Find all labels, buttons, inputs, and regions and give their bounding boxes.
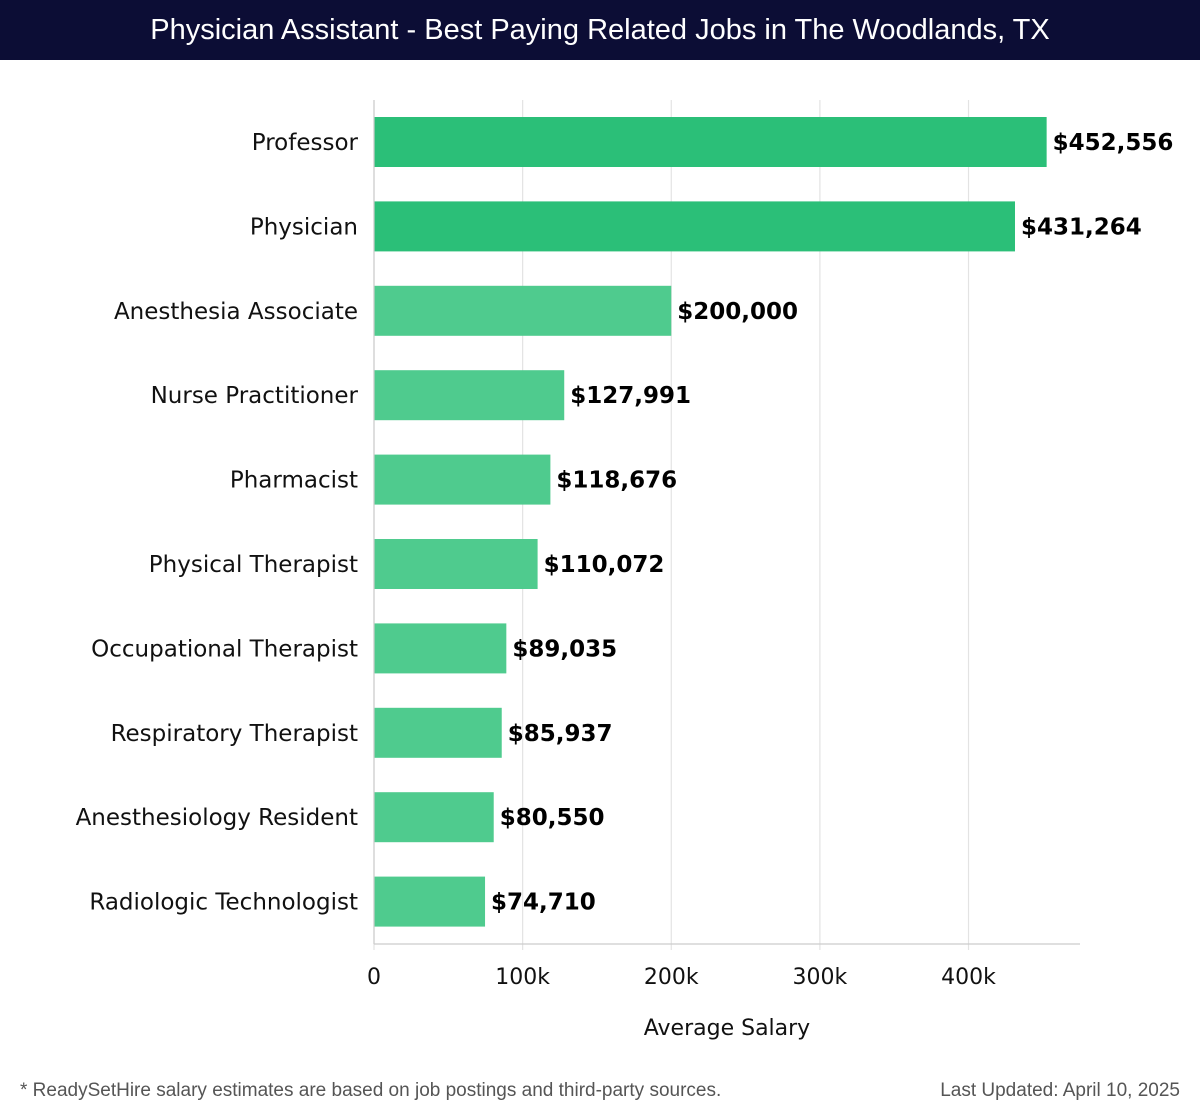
x-tick-label: 0 bbox=[367, 965, 381, 990]
category-label: Anesthesia Associate bbox=[114, 299, 358, 325]
chart-title-bar: Physician Assistant - Best Paying Relate… bbox=[0, 0, 1200, 60]
bar bbox=[374, 454, 551, 505]
value-label: $89,035 bbox=[512, 636, 617, 662]
chart-title: Physician Assistant - Best Paying Relate… bbox=[150, 13, 1050, 46]
value-label: $74,710 bbox=[491, 890, 596, 916]
value-label: $452,556 bbox=[1053, 130, 1174, 156]
bar bbox=[374, 285, 672, 336]
category-label: Pharmacist bbox=[230, 468, 358, 494]
category-label: Professor bbox=[252, 130, 359, 156]
value-label: $110,072 bbox=[544, 552, 665, 578]
bar bbox=[374, 117, 1047, 167]
labels: Professor $452,556 Physician $431,264 Anesth… bbox=[76, 130, 1174, 916]
x-tick-label: 400k bbox=[941, 965, 996, 990]
category-label: Physician bbox=[250, 214, 358, 240]
category-label: Occupational Therapist bbox=[91, 636, 358, 662]
bar bbox=[374, 539, 538, 589]
value-label: $80,550 bbox=[500, 805, 605, 831]
footer-note: * ReadySetHire salary estimates are base… bbox=[20, 1080, 722, 1101]
salary-bar-chart: 0 100k 200k 300k 400k Professor $452,556 Physi… bbox=[76, 100, 1174, 1041]
x-axis-title: Average Salary bbox=[644, 1016, 810, 1041]
x-tick-label: 200k bbox=[644, 965, 699, 990]
x-tick-label: 100k bbox=[495, 965, 550, 990]
category-label: Radiologic Technologist bbox=[89, 890, 358, 916]
x-tick-label: 300k bbox=[793, 965, 848, 990]
last-updated: Last Updated: April 10, 2025 bbox=[940, 1080, 1180, 1101]
bar bbox=[374, 370, 565, 421]
category-label: Respiratory Therapist bbox=[111, 721, 358, 747]
bar bbox=[374, 876, 486, 927]
value-label: $85,937 bbox=[508, 721, 613, 747]
bar bbox=[374, 201, 1015, 252]
axes: 0 100k 200k 300k 400k bbox=[367, 100, 1080, 990]
bars bbox=[374, 117, 1047, 927]
category-label: Anesthesiology Resident bbox=[76, 805, 358, 831]
value-label: $431,264 bbox=[1021, 214, 1142, 240]
category-label: Physical Therapist bbox=[149, 552, 358, 578]
value-label: $200,000 bbox=[677, 299, 798, 325]
bar bbox=[374, 707, 502, 758]
bar bbox=[374, 623, 507, 674]
value-label: $127,991 bbox=[570, 383, 691, 409]
value-label: $118,676 bbox=[556, 468, 677, 494]
category-label: Nurse Practitioner bbox=[151, 383, 359, 409]
bar bbox=[374, 792, 494, 843]
